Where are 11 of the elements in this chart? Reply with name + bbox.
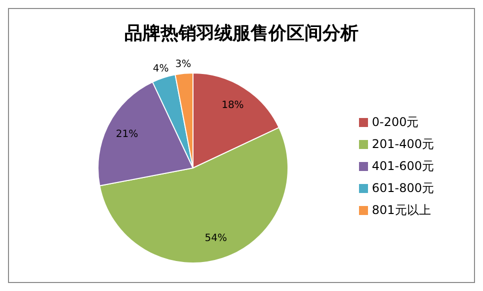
data-label: 3% bbox=[175, 58, 192, 70]
data-label: 4% bbox=[152, 64, 169, 75]
data-label: 21% bbox=[116, 128, 138, 140]
legend-label: 0-200元 bbox=[372, 115, 419, 129]
legend-label: 601-800元 bbox=[372, 181, 434, 195]
legend-label: 801元以上 bbox=[372, 203, 431, 217]
legend-label: 201-400元 bbox=[372, 137, 434, 151]
legend-label: 401-600元 bbox=[372, 159, 434, 173]
data-label: 54% bbox=[204, 232, 228, 244]
data-label: 18% bbox=[222, 100, 244, 111]
chart-title: 品牌热销羽绒服售价区间分析 bbox=[124, 22, 360, 46]
